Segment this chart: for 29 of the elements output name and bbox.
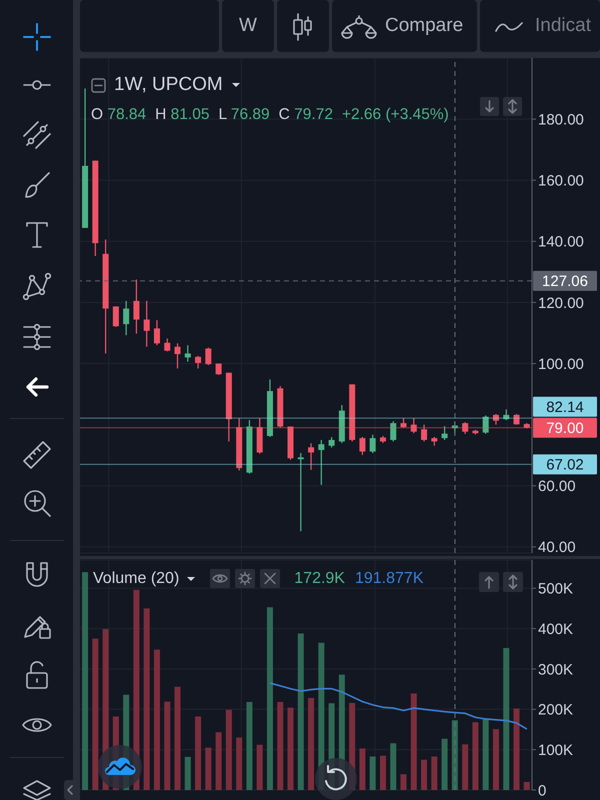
annotation: H 81.05 — [155, 106, 210, 124]
y-tick-label: 60.00 — [538, 478, 576, 496]
y-tick-label: 100K — [538, 742, 574, 759]
y-tick-label: 500K — [538, 580, 574, 598]
text: 1W, UPCOM — [114, 74, 223, 96]
annotation: C 79.72 — [278, 106, 333, 124]
y-tick-label: 160.00 — [538, 172, 584, 190]
y-tick-label: 120.00 — [538, 294, 584, 312]
text: Volume (20) — [93, 570, 180, 587]
text: Indicat — [535, 15, 591, 37]
text: W — [238, 15, 258, 37]
ref-line-label: 127.06 — [542, 273, 588, 290]
annotation: 172.9K — [294, 570, 345, 587]
annotation: +2.66 (+3.45%) — [342, 106, 449, 124]
y-tick-label: 100.00 — [538, 356, 584, 373]
y-tick-label: 300K — [538, 661, 574, 678]
y-tick-label: 400K — [538, 620, 574, 638]
y-tick-label: 200K — [538, 702, 574, 719]
annotation: 191.877K — [354, 570, 424, 587]
ref-line-label: 79.00 — [546, 420, 584, 437]
annotation: L 76.89 — [218, 106, 270, 124]
ref-line-label: 82.14 — [546, 398, 584, 416]
y-tick-label: 0 — [538, 782, 546, 800]
y-tick-label: 140.00 — [538, 234, 584, 251]
ref-line-label: 67.02 — [546, 456, 584, 474]
annotation: O 78.84 — [91, 106, 146, 124]
y-tick-label: 40.00 — [538, 539, 576, 556]
text: Compare — [385, 15, 464, 37]
y-tick-label: 180.00 — [538, 111, 584, 128]
